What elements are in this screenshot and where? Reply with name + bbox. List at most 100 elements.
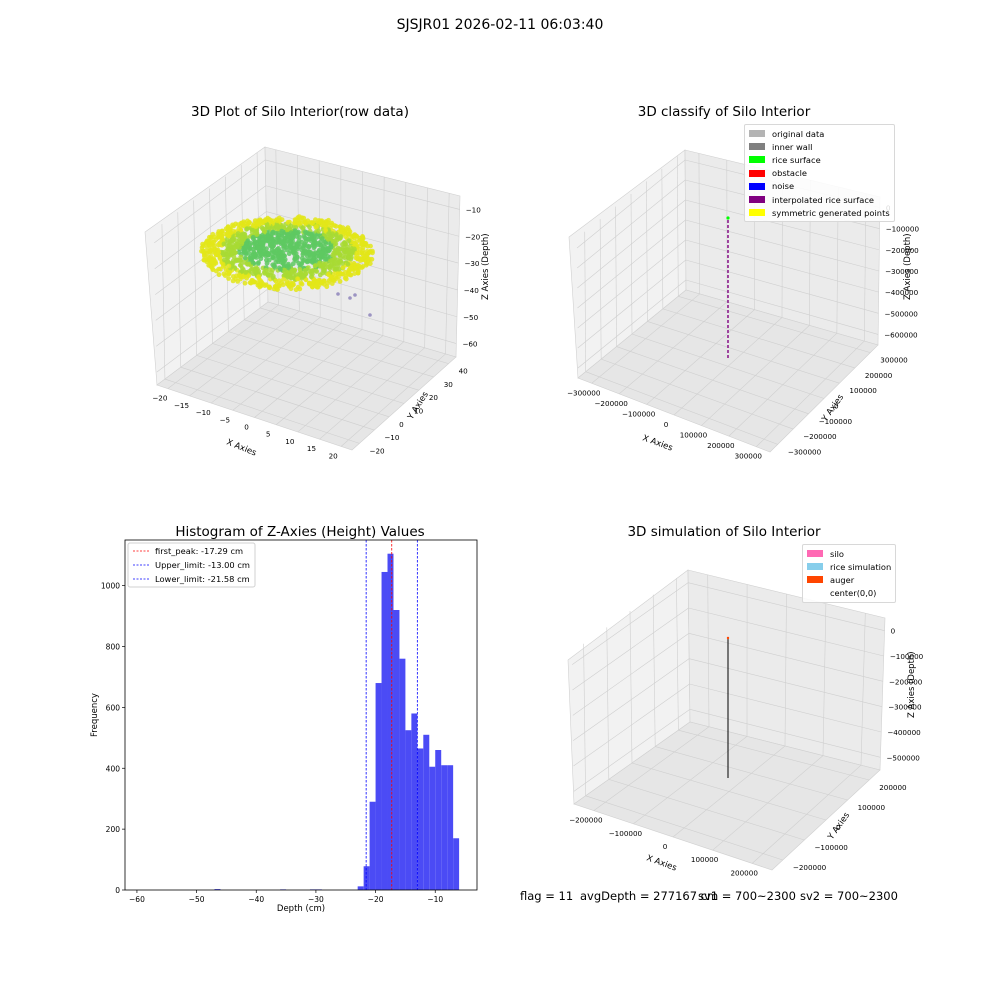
cloud-point xyxy=(281,261,286,266)
grid-line xyxy=(577,179,686,269)
cloud-point xyxy=(222,273,228,278)
cloud-point xyxy=(330,238,336,244)
cloud-point xyxy=(265,271,270,277)
cloud-point xyxy=(297,267,303,272)
y-tick-label: 30 xyxy=(444,380,454,389)
y-tick-label: 200000 xyxy=(879,783,907,792)
grid-line xyxy=(577,259,686,349)
cloud-point xyxy=(225,247,231,253)
panel4-3d-simulation: −200000 −100000 0 100000 200000 −200000 −10000… xyxy=(567,569,924,877)
hist-bar xyxy=(381,571,388,890)
cloud-point xyxy=(256,222,262,227)
panel4-title: 3D simulation of Silo Interior xyxy=(627,524,821,540)
cloud-point xyxy=(223,226,229,232)
x-tick-label: 300000 xyxy=(735,452,763,461)
sv2-text: sv2 = 700~2300 xyxy=(800,889,898,903)
p1-zlabel: Z Axies (Depth) xyxy=(481,233,491,300)
cloud-point xyxy=(264,257,269,263)
z-tick-label: −200000 xyxy=(885,246,919,255)
cloud-point xyxy=(300,225,305,231)
cloud-point xyxy=(270,218,276,224)
cloud-point xyxy=(365,243,370,249)
cloud-point xyxy=(307,224,312,230)
cloud-point xyxy=(306,251,312,257)
cloud-point xyxy=(217,231,223,237)
z-tick-label: −10 xyxy=(466,205,482,214)
grid-line xyxy=(161,224,166,380)
grid-line xyxy=(689,709,881,758)
cloud-point xyxy=(275,287,280,292)
cloud-point xyxy=(354,234,360,239)
hist-ytick-label: 0 xyxy=(115,886,120,895)
grid-line xyxy=(662,308,855,369)
cloud-point xyxy=(216,272,222,278)
x-tick-label: 5 xyxy=(266,430,271,439)
cloud-point xyxy=(343,234,348,240)
legend-upper-limit: Upper_limit: -13.00 cm xyxy=(155,560,250,570)
y-tick-label: −100000 xyxy=(819,417,853,426)
cloud-point xyxy=(285,219,291,225)
cloud-point xyxy=(367,249,373,255)
cloud-point xyxy=(200,241,206,247)
cloud-point xyxy=(351,246,357,252)
cloud-point xyxy=(290,238,295,244)
cloud-point xyxy=(261,249,267,254)
sv1-text: sv1 = 700~2300 xyxy=(698,889,796,903)
cloud-point xyxy=(298,220,303,226)
grid-line xyxy=(655,746,848,801)
y-tick-label: −20 xyxy=(369,446,385,455)
cloud-point xyxy=(337,279,343,284)
cloud-point xyxy=(356,263,362,269)
cloud-point xyxy=(258,256,264,262)
grid-line xyxy=(193,200,197,356)
grid-line xyxy=(678,729,870,781)
p2-legend-item: symmetric generated points xyxy=(749,206,890,219)
outlier-point xyxy=(348,296,352,300)
cloud-point xyxy=(346,238,352,244)
cloud-point xyxy=(310,220,316,226)
cloud-point xyxy=(319,250,325,256)
cloud-point xyxy=(250,266,256,272)
x-tick-label: −20 xyxy=(152,394,168,403)
cloud-point xyxy=(340,265,346,270)
cloud-point xyxy=(301,215,307,221)
hist-bar xyxy=(214,889,221,890)
cloud-point xyxy=(245,262,251,267)
hist-xtick-label: −30 xyxy=(308,895,324,904)
y-tick-label: 0 xyxy=(834,402,839,411)
cloud-point xyxy=(267,217,272,222)
grid-line xyxy=(577,199,686,289)
hist-ytick-label: 800 xyxy=(106,643,121,652)
grid-line xyxy=(424,187,428,348)
grid-line xyxy=(577,239,686,329)
y-tick-label: −200000 xyxy=(803,432,837,441)
hist-ytick-label: 1000 xyxy=(101,582,120,591)
cloud-point xyxy=(226,242,232,248)
hist-legend xyxy=(127,542,256,588)
cloud-point xyxy=(225,251,231,257)
cloud-point xyxy=(293,244,299,250)
y-tick-label: 40 xyxy=(459,367,469,376)
grid-line xyxy=(577,219,686,309)
p2-tick-labels: −300000−200000−1000000100000200000300000… xyxy=(567,204,919,461)
x-tick-label: 200000 xyxy=(730,868,758,877)
grid-line xyxy=(154,185,266,269)
cloud-point xyxy=(221,241,227,247)
y-tick-label: 200000 xyxy=(865,371,893,380)
hist-bar xyxy=(435,750,442,890)
cloud-point xyxy=(257,217,263,223)
cloud-point xyxy=(216,266,222,272)
hist-bar xyxy=(453,838,460,890)
hist-bar xyxy=(363,866,370,890)
cloud-point xyxy=(259,225,265,231)
cloud-point xyxy=(316,228,321,234)
cloud-point xyxy=(345,248,351,254)
cloud-point xyxy=(326,278,332,283)
cloud-point xyxy=(234,257,240,263)
panel1-3d-scatter: −20−15−10−505101520−20−10010203040−10−20… xyxy=(144,146,491,460)
hist-vlines xyxy=(365,540,418,890)
cloud-point xyxy=(319,236,325,241)
figure-title: SJSJR01 2026-02-11 06:03:40 xyxy=(396,17,604,33)
cloud-point xyxy=(295,276,300,282)
y-tick-label: −200000 xyxy=(793,863,827,872)
